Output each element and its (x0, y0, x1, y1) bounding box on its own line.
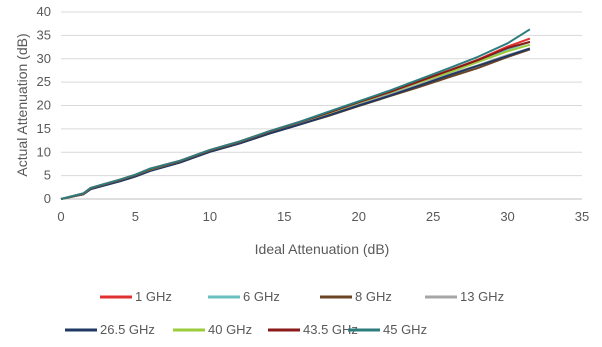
y-tick-label: 5 (44, 168, 51, 183)
x-tick-label: 20 (351, 209, 365, 224)
y-tick-label: 10 (37, 144, 51, 159)
legend-label-5: 40 GHz (208, 322, 252, 337)
x-tick-label: 35 (575, 209, 589, 224)
legend-label-6: 43.5 GHz (303, 322, 358, 337)
x-tick-label: 0 (57, 209, 64, 224)
y-tick-label: 20 (37, 98, 51, 113)
y-tick-label: 30 (37, 51, 51, 66)
series-line-4 (60, 47, 531, 200)
legend-label-4: 26.5 GHz (100, 322, 155, 337)
series-line-7 (60, 28, 531, 200)
x-tick-label: 5 (132, 209, 139, 224)
x-tick-label: 30 (500, 209, 514, 224)
y-tick-label: 15 (37, 121, 51, 136)
series-lines (60, 28, 531, 200)
x-tick-label: 15 (277, 209, 291, 224)
y-tick-label: 40 (37, 4, 51, 19)
y-tick-label: 0 (44, 191, 51, 206)
y-axis-title: Actual Attenuation (dB) (14, 33, 30, 176)
legend: 1 GHz 6 GHz 8 GHz 13 GHz 26.5 GHz 40 GHz 43.5 … (65, 289, 504, 337)
gridlines (61, 11, 582, 177)
y-tick-label: 35 (37, 27, 51, 42)
x-tick-labels: 0 5 10 15 20 25 30 35 (57, 209, 589, 224)
y-tick-label: 25 (37, 74, 51, 89)
legend-label-0: 1 GHz (135, 289, 172, 304)
legend-label-1: 6 GHz (243, 289, 280, 304)
legend-label-2: 8 GHz (355, 289, 392, 304)
x-tick-label: 25 (426, 209, 440, 224)
y-tick-labels: 0 5 10 15 20 25 30 35 40 (37, 4, 51, 206)
legend-label-7: 45 GHz (383, 322, 427, 337)
x-tick-label: 10 (203, 209, 217, 224)
x-axis-title: Ideal Attenuation (dB) (255, 241, 390, 257)
legend-label-3: 13 GHz (460, 289, 504, 304)
